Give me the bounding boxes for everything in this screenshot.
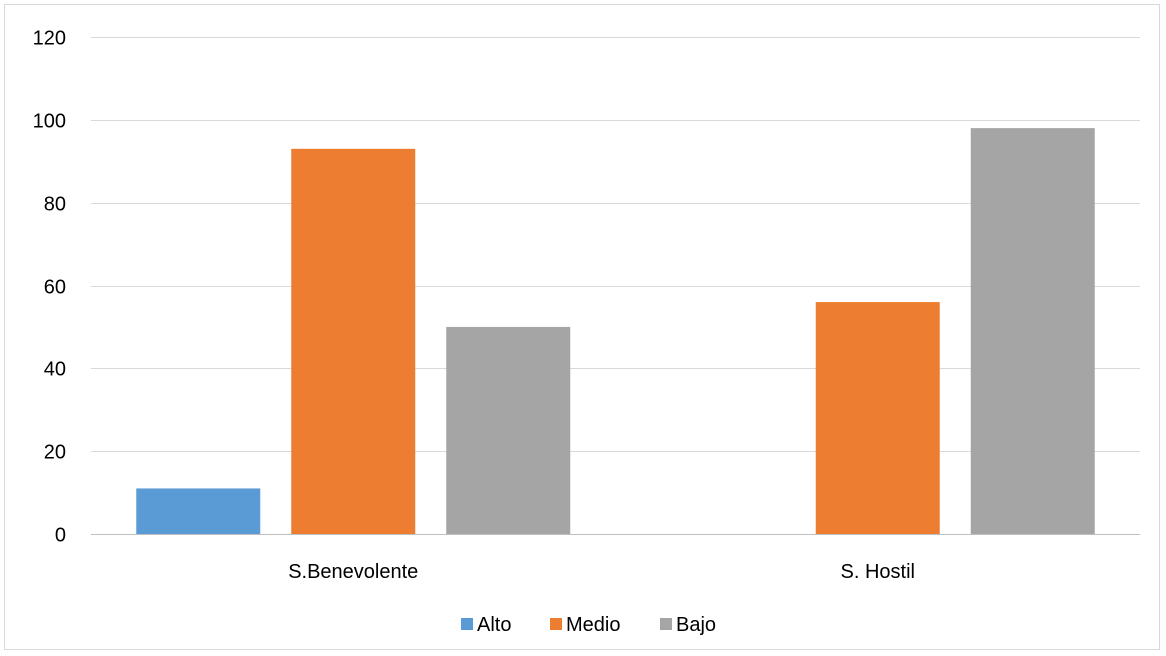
bar-alto-1 — [136, 488, 261, 534]
bar-medio-1 — [291, 148, 416, 534]
chart-frame — [4, 4, 1160, 650]
bars — [136, 128, 1095, 534]
x-category-label: S.Benevolente — [288, 561, 418, 583]
bar-medio-2 — [815, 302, 940, 534]
y-tick-label: 100 — [33, 111, 66, 133]
y-tick-label: 80 — [44, 194, 66, 216]
legend-swatch-bajo — [660, 618, 672, 630]
bar-bajo-1 — [446, 326, 571, 534]
y-tick-label: 40 — [44, 359, 66, 381]
x-category-label: S. Hostil — [841, 561, 915, 583]
y-tick-label: 0 — [55, 525, 66, 547]
legend-label-alto: Alto — [477, 614, 511, 636]
y-tick-label: 120 — [33, 28, 66, 50]
legend-swatch-alto — [461, 618, 473, 630]
legend-label-medio: Medio — [566, 614, 620, 636]
legend-swatch-medio — [550, 618, 562, 630]
x-axis: S.Benevolente S. Hostil — [91, 534, 1140, 583]
gridlines — [91, 37, 1140, 452]
y-axis-tick-labels: 0 20 40 60 80 100 120 — [33, 28, 66, 547]
bar-bajo-2 — [970, 128, 1095, 534]
legend: Alto Medio Bajo — [461, 614, 716, 636]
legend-label-bajo: Bajo — [676, 614, 716, 636]
y-tick-label: 20 — [44, 442, 66, 464]
y-tick-label: 60 — [44, 277, 66, 299]
